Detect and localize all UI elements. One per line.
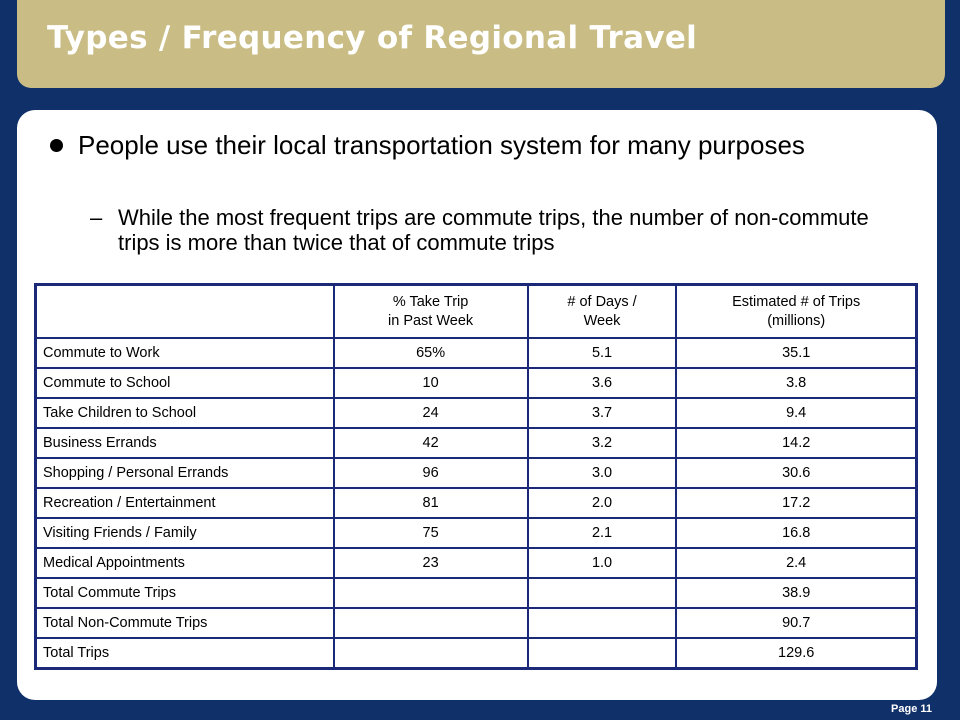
table-row: Recreation / Entertainment 81 2.0 17.2: [34, 487, 918, 519]
value-cell: [526, 577, 678, 609]
value-cell: [332, 637, 529, 670]
row-label-cell: Commute to School: [34, 367, 335, 399]
table-row: Total Non-Commute Trips 90.7: [34, 607, 918, 639]
value-cell: 42: [332, 427, 529, 459]
table-row: Business Errands 42 3.2 14.2: [34, 427, 918, 459]
table-body: Commute to Work 65% 5.1 35.1 Commute to Scho…: [34, 337, 918, 670]
value-cell: 3.7: [526, 397, 678, 429]
slide-title: Types / Frequency of Regional Travel: [47, 20, 698, 56]
header-cell-trips: Estimated # of Trips (millions): [675, 283, 918, 339]
bullet-dot-icon: [50, 139, 63, 152]
value-cell: 65%: [332, 337, 529, 369]
value-cell: 9.4: [675, 397, 918, 429]
table-row: Total Trips 129.6: [34, 637, 918, 670]
table-header-row: % Take Trip in Past Week # of Days / Week …: [34, 283, 918, 339]
value-cell: 2.0: [526, 487, 678, 519]
row-label-cell: Business Errands: [34, 427, 335, 459]
title-bar: Types / Frequency of Regional Travel: [17, 0, 945, 88]
row-label-cell: Visiting Friends / Family: [34, 517, 335, 549]
value-cell: 5.1: [526, 337, 678, 369]
value-cell: 2.1: [526, 517, 678, 549]
value-cell: 3.2: [526, 427, 678, 459]
value-cell: 90.7: [675, 607, 918, 639]
value-cell: 75: [332, 517, 529, 549]
travel-table: % Take Trip in Past Week # of Days / Week …: [34, 283, 918, 670]
value-cell: 96: [332, 457, 529, 489]
value-cell: 129.6: [675, 637, 918, 670]
row-label-cell: Total Trips: [34, 637, 335, 670]
row-label-cell: Take Children to School: [34, 397, 335, 429]
value-cell: 30.6: [675, 457, 918, 489]
table-row: Medical Appointments 23 1.0 2.4: [34, 547, 918, 579]
table-row: Total Commute Trips 38.9: [34, 577, 918, 609]
table-row: Shopping / Personal Errands 96 3.0 30.6: [34, 457, 918, 489]
row-label-cell: Shopping / Personal Errands: [34, 457, 335, 489]
value-cell: 3.8: [675, 367, 918, 399]
page-number: Page 11: [891, 703, 932, 715]
value-cell: 3.0: [526, 457, 678, 489]
value-cell: 3.6: [526, 367, 678, 399]
main-bullet-text: People use their local transportation sy…: [78, 130, 805, 160]
row-label-cell: Total Commute Trips: [34, 577, 335, 609]
value-cell: 2.4: [675, 547, 918, 579]
value-cell: [526, 607, 678, 639]
sub-bullet-dash: –: [90, 205, 103, 230]
value-cell: 17.2: [675, 487, 918, 519]
value-cell: 10: [332, 367, 529, 399]
value-cell: 23: [332, 547, 529, 579]
row-label-cell: Recreation / Entertainment: [34, 487, 335, 519]
value-cell: 35.1: [675, 337, 918, 369]
table-row: Take Children to School 24 3.7 9.4: [34, 397, 918, 429]
value-cell: 1.0: [526, 547, 678, 579]
value-cell: [332, 607, 529, 639]
sub-bullet-text: While the most frequent trips are commut…: [118, 205, 869, 255]
header-cell-label: [34, 283, 335, 339]
table-row: Commute to School 10 3.6 3.8: [34, 367, 918, 399]
value-cell: [526, 637, 678, 670]
value-cell: 38.9: [675, 577, 918, 609]
value-cell: 14.2: [675, 427, 918, 459]
header-cell-pct: % Take Trip in Past Week: [332, 283, 529, 339]
table-row: Commute to Work 65% 5.1 35.1: [34, 337, 918, 369]
row-label-cell: Medical Appointments: [34, 547, 335, 579]
value-cell: 24: [332, 397, 529, 429]
value-cell: 16.8: [675, 517, 918, 549]
row-label-cell: Total Non-Commute Trips: [34, 607, 335, 639]
value-cell: [332, 577, 529, 609]
row-label-cell: Commute to Work: [34, 337, 335, 369]
table-row: Visiting Friends / Family 75 2.1 16.8: [34, 517, 918, 549]
value-cell: 81: [332, 487, 529, 519]
header-cell-days: # of Days / Week: [526, 283, 678, 339]
